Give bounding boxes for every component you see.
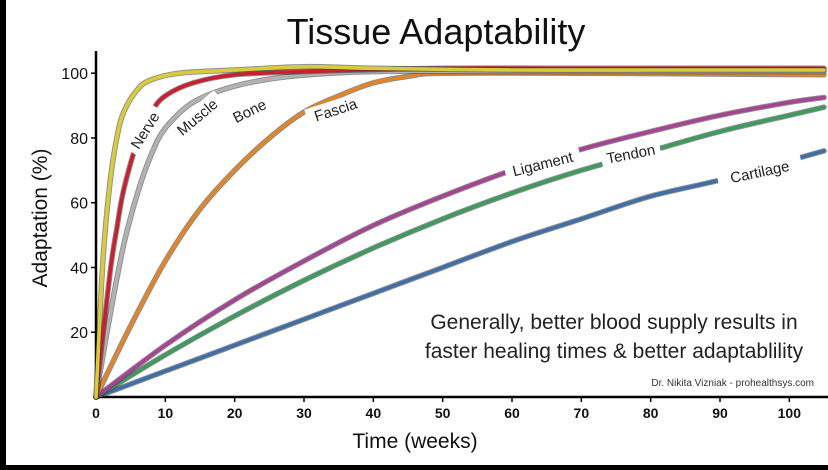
bone-label-backing [226, 92, 273, 128]
cartilage-label-group: Cartilage [715, 153, 804, 189]
x-tick-label: 50 [435, 405, 451, 421]
y-tick-label: 40 [70, 260, 88, 277]
y-tick-label: 100 [61, 66, 88, 83]
series-layer [93, 63, 827, 400]
x-tick-label: 0 [92, 405, 100, 421]
x-tick-label: 30 [296, 405, 312, 421]
y-axis-label: Adaptation (%) [29, 149, 52, 288]
tendon-series-line [94, 105, 826, 399]
x-tick-label: 100 [778, 405, 802, 421]
y-tick-label: 20 [70, 325, 88, 342]
annotation-line-2: faster healing times & better adaptablil… [425, 340, 804, 363]
x-axis-label: Time (weeks) [352, 430, 477, 453]
y-tick-label: 60 [70, 196, 88, 213]
x-tick-label: 70 [574, 405, 590, 421]
x-tick-label: 10 [158, 405, 174, 421]
x-tick-label: 80 [643, 405, 659, 421]
y-tick-label: 80 [70, 131, 88, 148]
credit-text: Dr. Nikita Vizniak - prohealthsys.com [651, 378, 814, 389]
annotation-line-1: Generally, better blood supply results i… [430, 311, 797, 334]
tendon-label-backing [599, 138, 662, 168]
ligament-label-backing [503, 145, 582, 182]
chart-title: Tissue Adaptability [287, 11, 586, 52]
cartilage-label-backing [715, 153, 804, 189]
bone-label-group: Bone [226, 92, 273, 128]
chart-panel: Tissue Adaptability 0 10 20 30 40 50 60 70 80 90 1… [6, 0, 828, 465]
axes: 0 10 20 30 40 50 60 70 80 90 100 20 40 60 80 100 [61, 51, 828, 421]
x-tick-label: 20 [227, 405, 243, 421]
ligament-series-line [94, 95, 826, 399]
muscle-label-backing [168, 90, 226, 143]
nerve-series-line [94, 64, 826, 399]
nerve-label-backing [123, 103, 166, 157]
x-tick-label: 60 [504, 405, 520, 421]
x-tick-label: 90 [712, 405, 728, 421]
tendon-series-label: Tendon [605, 141, 657, 167]
nerve-label-group: Nerve [123, 103, 166, 157]
x-tick-label: 40 [366, 405, 382, 421]
fascia-label-backing [304, 91, 367, 127]
tissue-adaptability-chart: Tissue Adaptability 0 10 20 30 40 50 60 70 80 90 1… [29, 11, 828, 453]
